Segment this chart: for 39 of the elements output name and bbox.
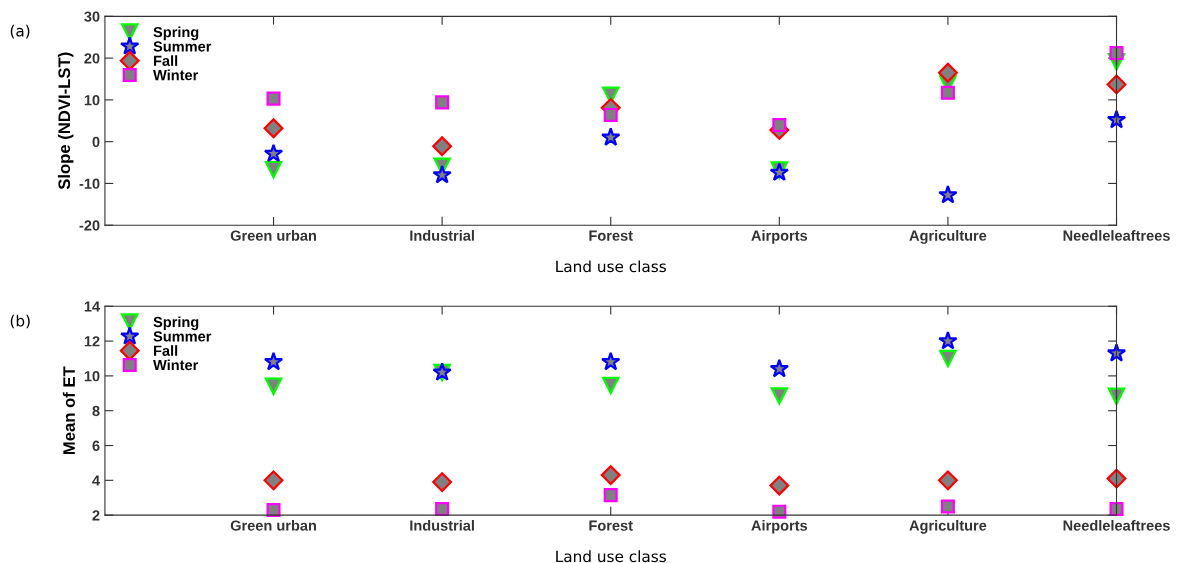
x-tick-label: Airports (751, 230, 808, 244)
x-tick-label: Agriculture (909, 230, 987, 244)
y-tick-label: 0 (92, 136, 100, 148)
y-tick-label: 2 (92, 510, 100, 521)
x-axis-title: Land use class (556, 550, 666, 563)
y-tick-label: 6 (92, 440, 100, 451)
x-tick-label: Agriculture (909, 520, 987, 534)
y-tick-label: -10 (79, 178, 100, 189)
x-tick-label: Needleleaftrees (1063, 230, 1170, 241)
x-tick-label: Forest (589, 520, 633, 531)
x-tick-label: Needleleaftrees (1063, 520, 1170, 531)
text: (a) (10, 24, 30, 39)
y-tick-label: 4 (92, 475, 100, 486)
legend-label: Spring (153, 26, 199, 41)
text: (b) (10, 314, 30, 329)
legend-label: Winter (153, 359, 199, 371)
legend-label: Fall (154, 345, 178, 356)
legend-label: Summer (153, 331, 212, 342)
x-axis-title: Land use class (556, 260, 666, 273)
x-tick-label: Industrial (410, 520, 474, 531)
y-tick-label: 10 (84, 94, 100, 106)
y-tick-label: 14 (84, 301, 100, 312)
legend-label: Spring (153, 316, 199, 331)
y-axis-title: Slope (NDVI-LST) (57, 52, 74, 190)
legend-label: Fall (154, 55, 178, 66)
y-axis-title: Mean of ET (62, 366, 75, 455)
y-tick-label: -20 (79, 220, 100, 231)
y-tick-label: 30 (84, 11, 100, 22)
y-tick-label: 12 (84, 336, 100, 347)
x-tick-label: Forest (589, 230, 633, 241)
y-tick-label: 8 (92, 405, 100, 417)
x-tick-label: Green urban (230, 230, 316, 241)
y-tick-label: 10 (84, 371, 100, 382)
y-tick-label: 20 (84, 53, 100, 64)
x-tick-label: Green urban (230, 520, 316, 531)
legend-label: Winter (153, 69, 199, 81)
x-tick-label: Industrial (410, 230, 474, 241)
x-tick-label: Airports (751, 520, 808, 534)
legend-label: Summer (153, 41, 212, 52)
